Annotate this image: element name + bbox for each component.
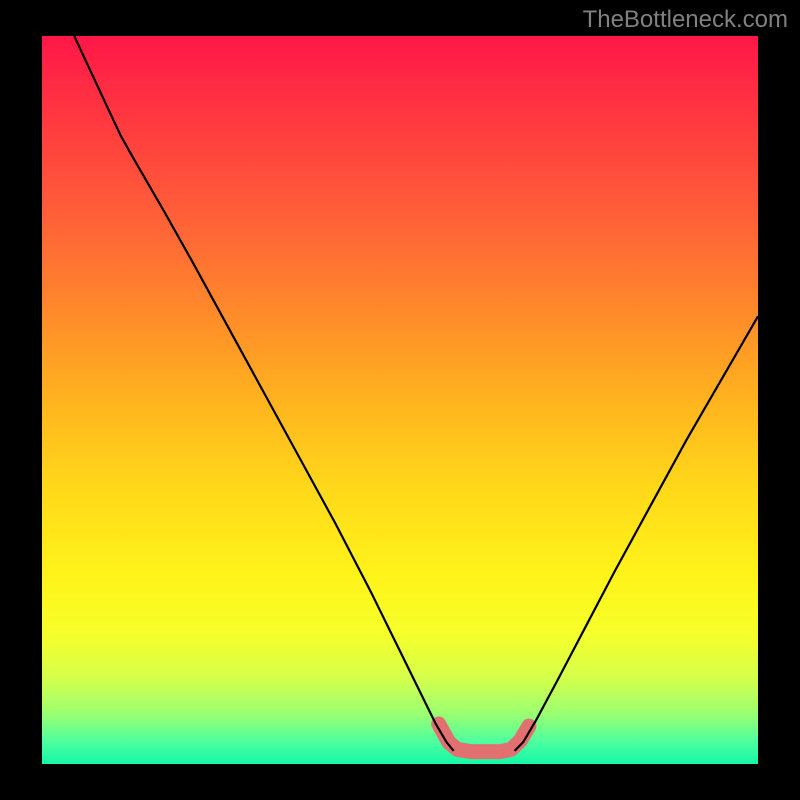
- bottleneck-curve-left: [74, 36, 453, 751]
- watermark-text: TheBottleneck.com: [583, 6, 788, 34]
- bottleneck-curve-right: [515, 316, 758, 751]
- plot-area: [42, 36, 758, 764]
- curves-layer: [42, 36, 758, 764]
- chart-frame: TheBottleneck.com: [0, 0, 800, 800]
